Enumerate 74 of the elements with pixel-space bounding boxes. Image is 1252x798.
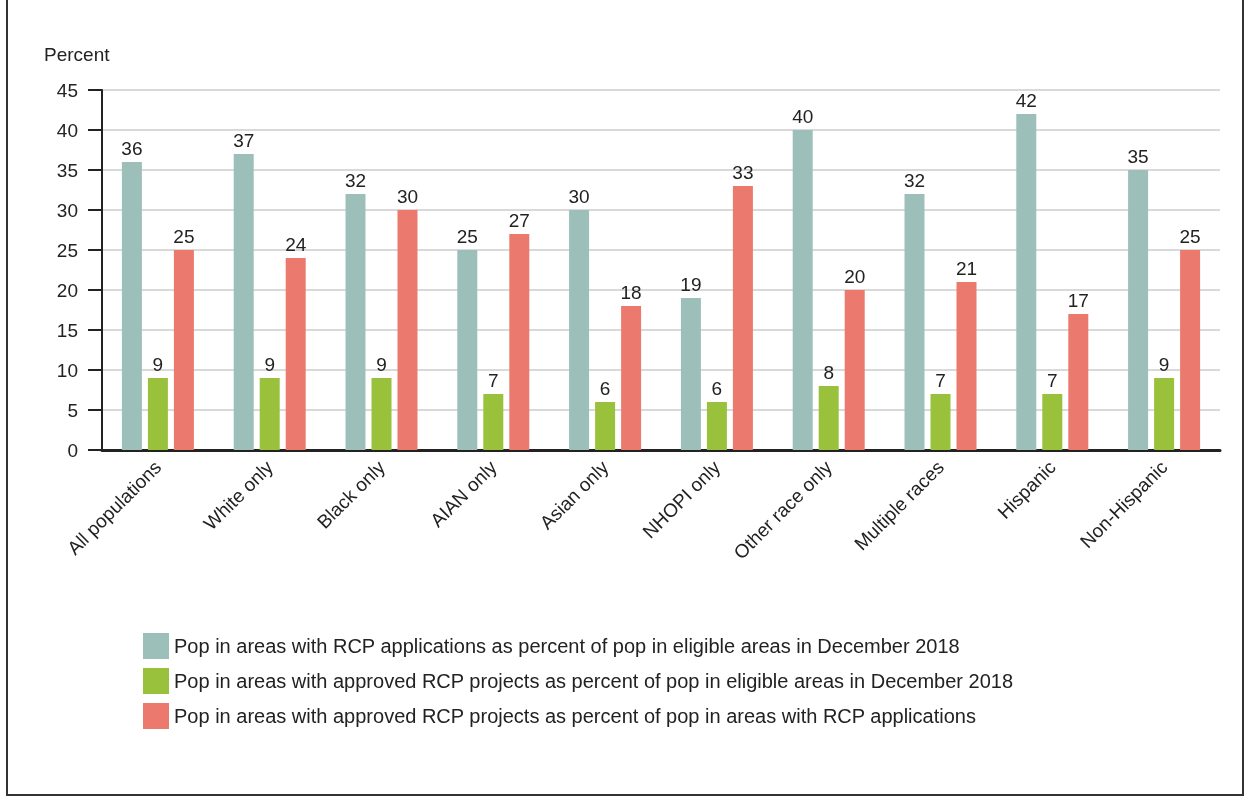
data-label: 36 [121,138,143,159]
data-label: 25 [1179,226,1201,247]
y-tick-label: 0 [67,439,78,461]
bar [483,394,504,450]
data-label: 25 [456,226,478,247]
bar [233,154,254,450]
bar [259,378,280,450]
bar [345,194,366,450]
data-label: 32 [903,170,926,191]
data-label: 40 [792,106,814,127]
legend-label: Pop in areas with approved RCP projects as percent of pop in eligible areas in December 2018 [174,670,1014,692]
bar [1154,378,1175,450]
y-tick-label: 35 [56,159,78,181]
data-label: 42 [1015,90,1037,111]
bar [732,186,753,450]
bar [1068,314,1089,450]
bar [792,130,813,450]
bar [371,378,392,450]
data-label: 6 [599,378,611,399]
data-label: 9 [264,354,275,375]
data-label: 35 [1127,146,1149,167]
bar [1180,250,1201,450]
data-label: 37 [233,130,255,151]
data-label: 18 [620,282,642,303]
data-label: 33 [732,162,754,183]
bar [621,306,642,450]
data-label: 7 [935,370,946,391]
data-label: 7 [488,370,499,391]
data-label: 8 [823,362,834,383]
data-label: 21 [955,258,978,279]
bar [956,282,977,450]
bar [147,378,168,450]
data-label: 9 [1158,354,1170,375]
bar [397,210,418,450]
bar [595,402,616,450]
bar [904,194,925,450]
data-label: 17 [1067,290,1089,311]
data-label: 7 [1047,370,1058,391]
bar [680,298,701,450]
data-label: 19 [680,274,702,295]
bar [285,258,306,450]
bar [1128,170,1149,450]
y-tick-label: 45 [56,79,78,101]
data-label: 32 [344,170,367,191]
y-tick-label: 30 [56,199,78,221]
data-label: 27 [508,210,530,231]
legend-label: Pop in areas with RCP applications as percent of pop in eligible areas in December 2018 [174,635,960,657]
bar [121,162,142,450]
bar [818,386,839,450]
data-label: 20 [844,266,866,287]
data-label: 9 [152,354,164,375]
legend-label: Pop in areas with approved RCP projects as percent of pop in areas with RCP applications [174,705,976,727]
data-label: 30 [396,186,419,207]
y-tick-label: 15 [56,319,78,341]
bar [569,210,590,450]
y-tick-label: 10 [56,359,78,381]
data-label: 9 [376,354,387,375]
bar [1042,394,1063,450]
y-tick-label: 20 [56,279,78,301]
data-label: 25 [173,226,195,247]
data-label: 24 [285,234,307,255]
y-tick-label: 5 [67,399,78,421]
bar [1016,114,1037,450]
y-tick-label: 25 [56,239,78,261]
bar [930,394,951,450]
data-label: 6 [711,378,723,399]
data-label: 30 [568,186,590,207]
y-tick-label: 40 [56,119,78,141]
bar [706,402,727,450]
bar [509,234,530,450]
y-axis-title: Percent [44,44,111,65]
bar [844,290,865,450]
bar [173,250,194,450]
bar [457,250,478,450]
